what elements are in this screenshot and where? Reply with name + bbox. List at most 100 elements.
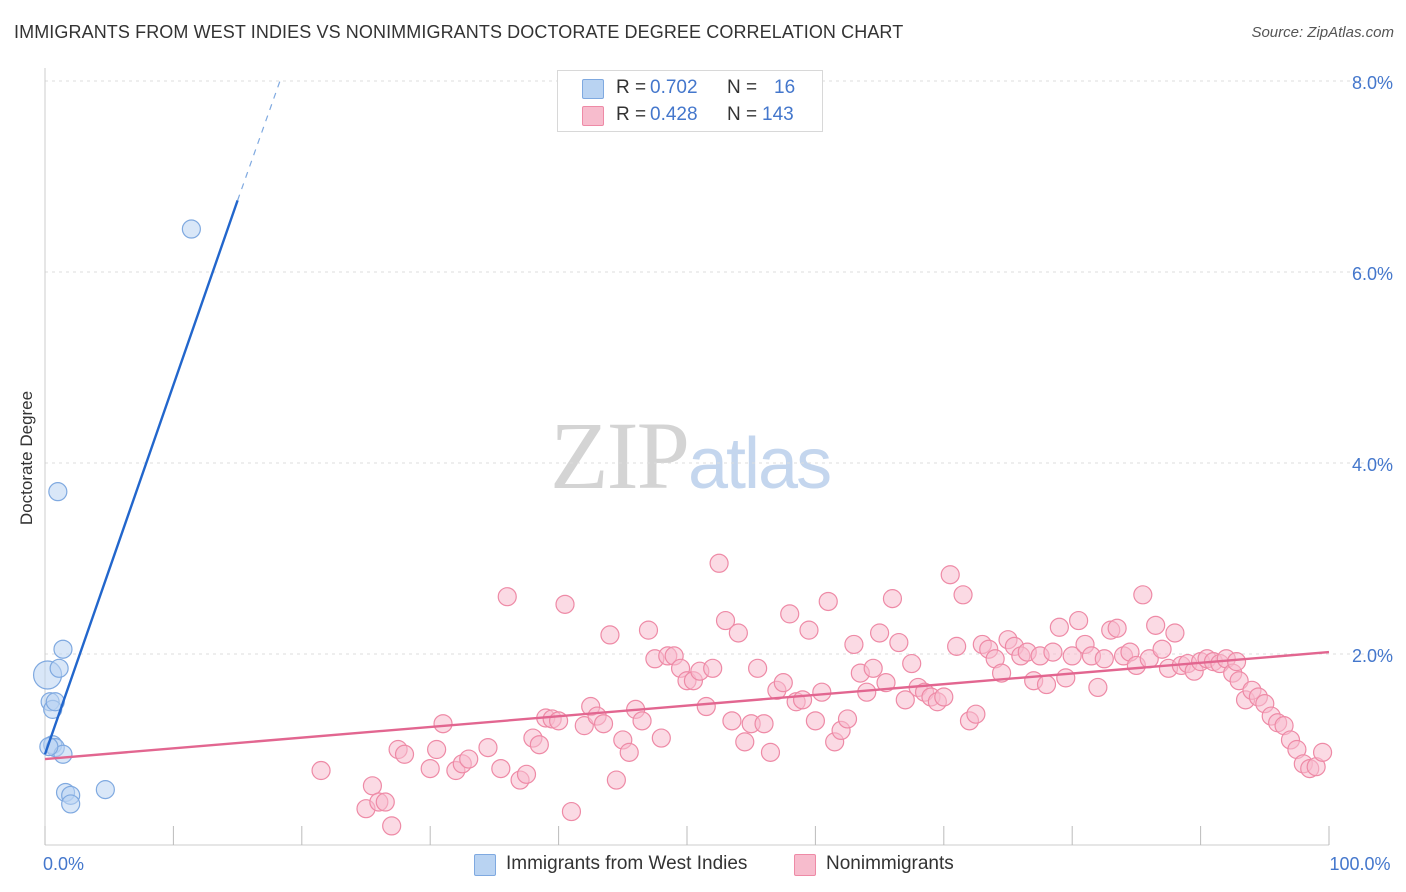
nonimmigrant-point — [818, 591, 838, 612]
nonimmigrant-point — [760, 742, 781, 762]
nonimmigrant-point — [953, 585, 973, 605]
legend-r-label: R = — [616, 104, 647, 125]
nonimmigrant-point — [728, 623, 748, 643]
west-indies-point — [61, 794, 81, 814]
bottom-legend-label: Immigrants from West Indies — [506, 853, 748, 874]
bottom-legend-label: Nonimmigrants — [826, 853, 954, 874]
nonimmigrant-point — [638, 620, 659, 640]
nonimmigrant-point — [1165, 623, 1185, 643]
nonimmigrant-point — [773, 673, 793, 693]
nonimmigrant-point — [792, 690, 813, 710]
nonimmigrant-point — [991, 663, 1012, 683]
nonimmigrant-point — [947, 636, 967, 656]
nonimmigrant-point — [420, 758, 440, 779]
nonimmigrant-point — [1094, 649, 1114, 669]
nonimmigrant-point — [478, 737, 498, 758]
nonimmigrant-point — [651, 728, 671, 748]
nonimmigrant-point — [1056, 668, 1076, 688]
y-tick-label: 8.0% — [1352, 73, 1393, 93]
y-tick-label: 2.0% — [1352, 646, 1393, 666]
nonimmigrant-point — [375, 792, 395, 812]
nonimmigrant-point — [805, 711, 826, 731]
west-indies-trend-line — [43, 199, 239, 755]
nonimmigrant-point — [882, 589, 903, 609]
nonimmigrant-point — [876, 673, 896, 693]
legend-swatch-blue — [582, 79, 604, 99]
legend-swatch-pink — [582, 106, 604, 126]
nonimmigrant-point — [966, 704, 986, 724]
nonimmigrant-point — [593, 714, 614, 734]
nonimmigrant-point — [748, 658, 768, 678]
nonimmigrant-point — [362, 776, 383, 796]
west-indies-trend-extension — [237, 80, 281, 201]
legend-r-value: 0.702 — [650, 77, 698, 98]
nonimmigrant-point — [574, 716, 594, 736]
nonimmigrant-point — [555, 594, 575, 614]
nonimmigrant-point — [619, 742, 639, 762]
legend-row-west-indies: R = 0.702 N = 16 — [558, 75, 822, 101]
nonimmigrant-point — [529, 735, 549, 755]
nonimmigrant-point — [902, 653, 922, 674]
nonimmigrant-point — [1133, 585, 1153, 605]
nonimmigrant-point — [799, 620, 819, 640]
legend-n-label: N = — [727, 104, 758, 125]
nonimmigrant-point — [311, 760, 331, 781]
legend-r-label: R = — [616, 77, 647, 98]
nonimmigrant-point — [491, 758, 511, 779]
nonimmigrant-point — [382, 816, 402, 836]
nonimmigrant-point — [561, 801, 582, 822]
nonimmigrant-point — [703, 658, 723, 678]
legend-n-label: N = — [727, 77, 758, 98]
west-indies-point — [48, 482, 68, 502]
stats-legend: R = 0.702 N = 16 R = 0.428 N = 143 — [557, 70, 823, 132]
nonimmigrant-point — [394, 744, 415, 764]
watermark-zip: ZIP — [550, 402, 690, 509]
nonimmigrant-point — [889, 632, 909, 653]
nonimmigrant-point — [869, 623, 890, 643]
nonimmigrant-trend-line — [44, 650, 1330, 761]
west-indies-point — [49, 658, 69, 678]
nonimmigrant-point — [754, 714, 774, 734]
watermark: ZIPatlas — [550, 400, 832, 511]
nonimmigrant-point — [1043, 642, 1063, 662]
nonimmigrant-point — [780, 604, 800, 624]
legend-n-value: 143 — [762, 104, 794, 125]
watermark-atlas: atlas — [688, 424, 832, 504]
nonimmigrant-point — [1226, 652, 1247, 672]
trend-lines — [43, 80, 1330, 761]
west-indies-point — [181, 219, 201, 239]
nonimmigrant-point — [459, 749, 479, 769]
nonimmigrant-point — [895, 690, 915, 710]
y-tick-label: 6.0% — [1352, 264, 1393, 284]
nonimmigrant-point — [1062, 646, 1082, 666]
nonimmigrant-point — [433, 714, 453, 734]
legend-r-value: 0.428 — [650, 104, 698, 125]
nonimmigrant-point — [863, 658, 883, 678]
nonimmigrant-point — [722, 711, 742, 731]
bottom-legend-swatch-pink — [794, 854, 816, 876]
nonimmigrant-point — [940, 565, 960, 585]
nonimmigrant-point — [844, 634, 864, 655]
source-label: Source: ZipAtlas.com — [1251, 24, 1394, 41]
nonimmigrant-point — [427, 739, 447, 760]
bottom-legend-swatch-blue — [474, 854, 496, 876]
nonimmigrant-point — [715, 610, 736, 631]
nonimmigrant-point — [606, 770, 626, 790]
nonimmigrant-point — [1069, 610, 1089, 631]
nonimmigrant-point — [696, 696, 716, 717]
nonimmigrant-point — [516, 764, 537, 784]
nonimmigrant-point — [1152, 639, 1172, 659]
nonimmigrant-point — [632, 711, 652, 731]
y-tick-label: 4.0% — [1352, 455, 1393, 475]
nonimmigrant-point — [812, 682, 832, 702]
nonimmigrant-point — [1229, 671, 1249, 691]
nonimmigrant-point — [735, 732, 755, 752]
x-tick-label: 0.0% — [43, 854, 84, 874]
legend-n-value: 16 — [774, 77, 796, 98]
tick-labels: 2.0% 4.0% 6.0% 8.0% 0.0% 100.0% — [43, 73, 1393, 874]
nonimmigrant-point — [1049, 617, 1069, 637]
west-indies-point — [95, 780, 115, 800]
nonimmigrant-point — [497, 587, 517, 607]
nonimmigrant-point — [837, 709, 858, 729]
